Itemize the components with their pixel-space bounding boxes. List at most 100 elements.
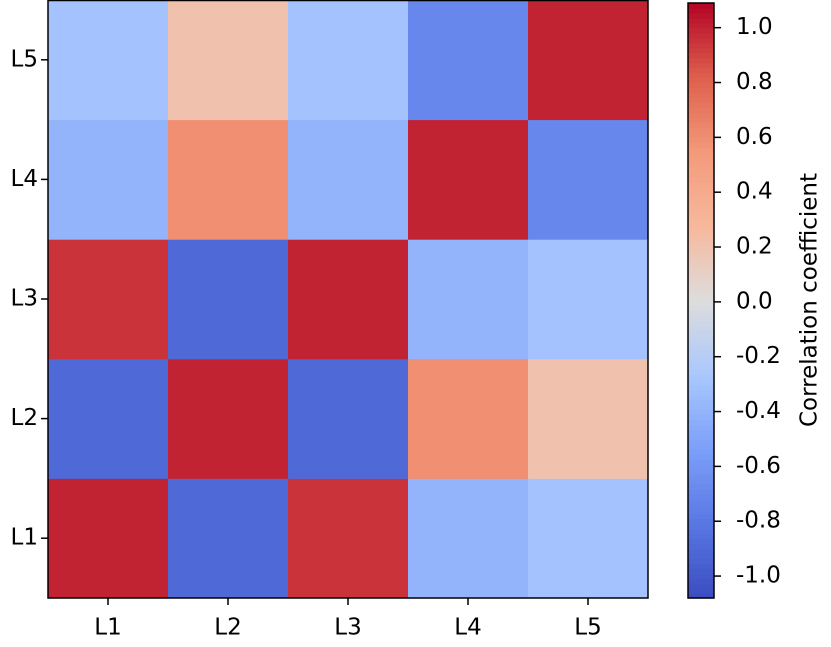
colorbar-segment bbox=[688, 369, 714, 376]
colorbar-segment bbox=[688, 439, 714, 445]
colorbar-segment bbox=[688, 211, 714, 217]
colorbar-segment bbox=[688, 374, 714, 381]
colorbar-segment bbox=[688, 22, 714, 29]
colorbar-segment bbox=[688, 77, 714, 83]
colorbar-segment bbox=[688, 538, 714, 545]
colorbar-segment bbox=[688, 226, 714, 232]
colorbar-segment bbox=[688, 548, 714, 554]
colorbar-tick-label: -0.6 bbox=[736, 453, 781, 479]
colorbar-segment bbox=[688, 384, 714, 391]
heatmap-cell bbox=[408, 358, 529, 479]
colorbar-segment bbox=[688, 345, 714, 351]
colorbar-tick-label: 0.4 bbox=[736, 179, 773, 205]
colorbar bbox=[688, 3, 714, 599]
colorbar-segment bbox=[688, 117, 714, 123]
colorbar-segment bbox=[688, 52, 714, 59]
colorbar-segment bbox=[688, 47, 714, 54]
colorbar-segment bbox=[688, 280, 714, 287]
colorbar-segment bbox=[688, 503, 714, 510]
heatmap-cell bbox=[408, 0, 529, 121]
colorbar-segment bbox=[688, 419, 714, 426]
colorbar-segment bbox=[688, 27, 714, 34]
heatmap-cell bbox=[48, 478, 169, 599]
heatmap-cell bbox=[288, 478, 409, 599]
colorbar-segment bbox=[688, 350, 714, 356]
colorbar-segment bbox=[688, 483, 714, 490]
colorbar-segment bbox=[688, 578, 714, 584]
colorbar-segment bbox=[688, 156, 714, 163]
colorbar-segment bbox=[688, 543, 714, 550]
heatmap-cell bbox=[528, 478, 649, 599]
colorbar-segment bbox=[688, 513, 714, 520]
colorbar-segment bbox=[688, 523, 714, 530]
colorbar-segment bbox=[688, 7, 714, 14]
colorbar-segment bbox=[688, 241, 714, 247]
colorbar-segment bbox=[688, 379, 714, 386]
colorbar-segment bbox=[688, 305, 714, 312]
colorbar-segment bbox=[688, 479, 714, 485]
x-tick-label: L1 bbox=[94, 615, 121, 641]
heatmap-cell bbox=[528, 0, 649, 121]
heatmap-cell bbox=[48, 0, 169, 121]
heatmap-cell bbox=[528, 119, 649, 240]
colorbar-segment bbox=[688, 206, 714, 212]
x-tick-label: L4 bbox=[454, 615, 481, 641]
colorbar-segment bbox=[688, 394, 714, 401]
colorbar-segment bbox=[688, 300, 714, 307]
heatmap-cell bbox=[168, 239, 289, 360]
colorbar-frame bbox=[687, 2, 715, 599]
colorbar-segment bbox=[688, 151, 714, 158]
colorbar-segment bbox=[688, 260, 714, 267]
colorbar-segment bbox=[688, 310, 714, 316]
colorbar-segment bbox=[688, 97, 714, 103]
heatmap-cell bbox=[168, 0, 289, 121]
colorbar-segment bbox=[688, 236, 714, 242]
colorbar-segment bbox=[688, 12, 714, 19]
colorbar-segment bbox=[688, 355, 714, 361]
heatmap-cell bbox=[408, 239, 529, 360]
colorbar-segment bbox=[688, 62, 714, 69]
x-tick-label: L3 bbox=[334, 615, 361, 641]
colorbar-label: Correlation coefficient bbox=[797, 173, 823, 427]
colorbar-segment bbox=[688, 275, 714, 282]
colorbar-segment bbox=[688, 434, 714, 440]
colorbar-segment bbox=[688, 488, 714, 495]
colorbar-segment bbox=[688, 414, 714, 421]
colorbar-segment bbox=[688, 563, 714, 569]
x-tick-label: L5 bbox=[574, 615, 601, 641]
colorbar-segment bbox=[688, 340, 714, 346]
colorbar-segment bbox=[688, 399, 714, 406]
colorbar-segment bbox=[688, 508, 714, 515]
colorbar-segment bbox=[688, 444, 714, 450]
colorbar-segment bbox=[688, 528, 714, 535]
colorbar-segment bbox=[688, 265, 714, 272]
colorbar-segment bbox=[688, 126, 714, 133]
heatmap-cell bbox=[288, 358, 409, 479]
heatmap-cell bbox=[168, 478, 289, 599]
heatmap-cell bbox=[48, 119, 169, 240]
heatmap-cell bbox=[528, 358, 649, 479]
colorbar-segment bbox=[688, 285, 714, 292]
colorbar-segment bbox=[688, 593, 714, 599]
colorbar-segment bbox=[688, 290, 714, 297]
colorbar-segment bbox=[688, 171, 714, 178]
colorbar-segment bbox=[688, 389, 714, 396]
colorbar-segment bbox=[688, 404, 714, 411]
colorbar-segment bbox=[688, 201, 714, 207]
colorbar-segment bbox=[688, 102, 714, 108]
colorbar-segment bbox=[688, 588, 714, 594]
colorbar-segment bbox=[688, 181, 714, 188]
colorbar-segment bbox=[688, 454, 714, 460]
heatmap-cell bbox=[288, 0, 409, 121]
colorbar-segment bbox=[688, 270, 714, 277]
colorbar-segment bbox=[688, 568, 714, 574]
x-tick-label: L2 bbox=[214, 615, 241, 641]
heatmap-cell bbox=[408, 119, 529, 240]
colorbar-segment bbox=[688, 141, 714, 148]
colorbar-segment bbox=[688, 122, 714, 128]
colorbar-segment bbox=[688, 67, 714, 74]
y-tick-label: L5 bbox=[11, 46, 38, 72]
colorbar-segment bbox=[688, 250, 714, 257]
colorbar-tick-label: -1.0 bbox=[736, 563, 781, 589]
